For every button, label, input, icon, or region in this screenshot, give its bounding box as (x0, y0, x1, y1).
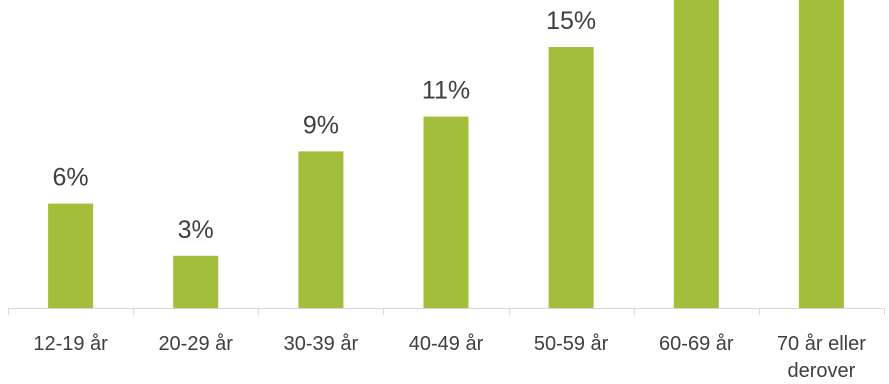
bar (673, 0, 719, 308)
x-axis-ticks-group (8, 308, 885, 315)
bars-group (48, 0, 844, 308)
data-label: 6% (53, 164, 89, 192)
bar (48, 203, 94, 308)
data-label: 9% (303, 111, 339, 139)
x-tick-label: 70 år eller (777, 333, 866, 355)
bar (798, 0, 844, 308)
bar (173, 255, 219, 308)
x-tick-label: 40-49 år (409, 333, 484, 355)
x-tick-label: 20-29 år (158, 333, 233, 355)
x-tick-label: 60-69 år (659, 333, 734, 355)
data-labels-group: 6% 3% 9% 11% 15% (53, 7, 597, 244)
bar (423, 116, 469, 308)
data-label: 3% (178, 216, 214, 244)
x-tick-label: 12-19 år (33, 333, 108, 355)
x-axis-labels-group: 12-19 år 20-29 år 30-39 år 40-49 år 50-59 år… (33, 333, 866, 382)
x-tick-label: 50-59 år (534, 333, 609, 355)
data-label: 11% (422, 77, 470, 105)
bar (548, 47, 594, 308)
bar (298, 151, 344, 308)
x-tick-label: derover (787, 360, 855, 382)
data-label: 15% (546, 7, 596, 35)
x-tick-label: 30-39 år (284, 333, 359, 355)
